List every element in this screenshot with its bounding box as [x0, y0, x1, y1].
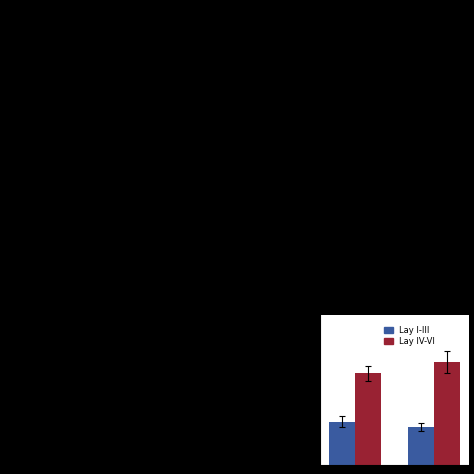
- Bar: [408, 427, 434, 465]
- Bar: [329, 421, 355, 465]
- Bar: [434, 362, 460, 465]
- Legend: Lay I-III, Lay IV-VI: Lay I-III, Lay IV-VI: [381, 322, 438, 349]
- Title: Percentage of Nkx2.1⁺ cells: Percentage of Nkx2.1⁺ cells: [319, 303, 471, 313]
- Bar: [355, 373, 382, 465]
